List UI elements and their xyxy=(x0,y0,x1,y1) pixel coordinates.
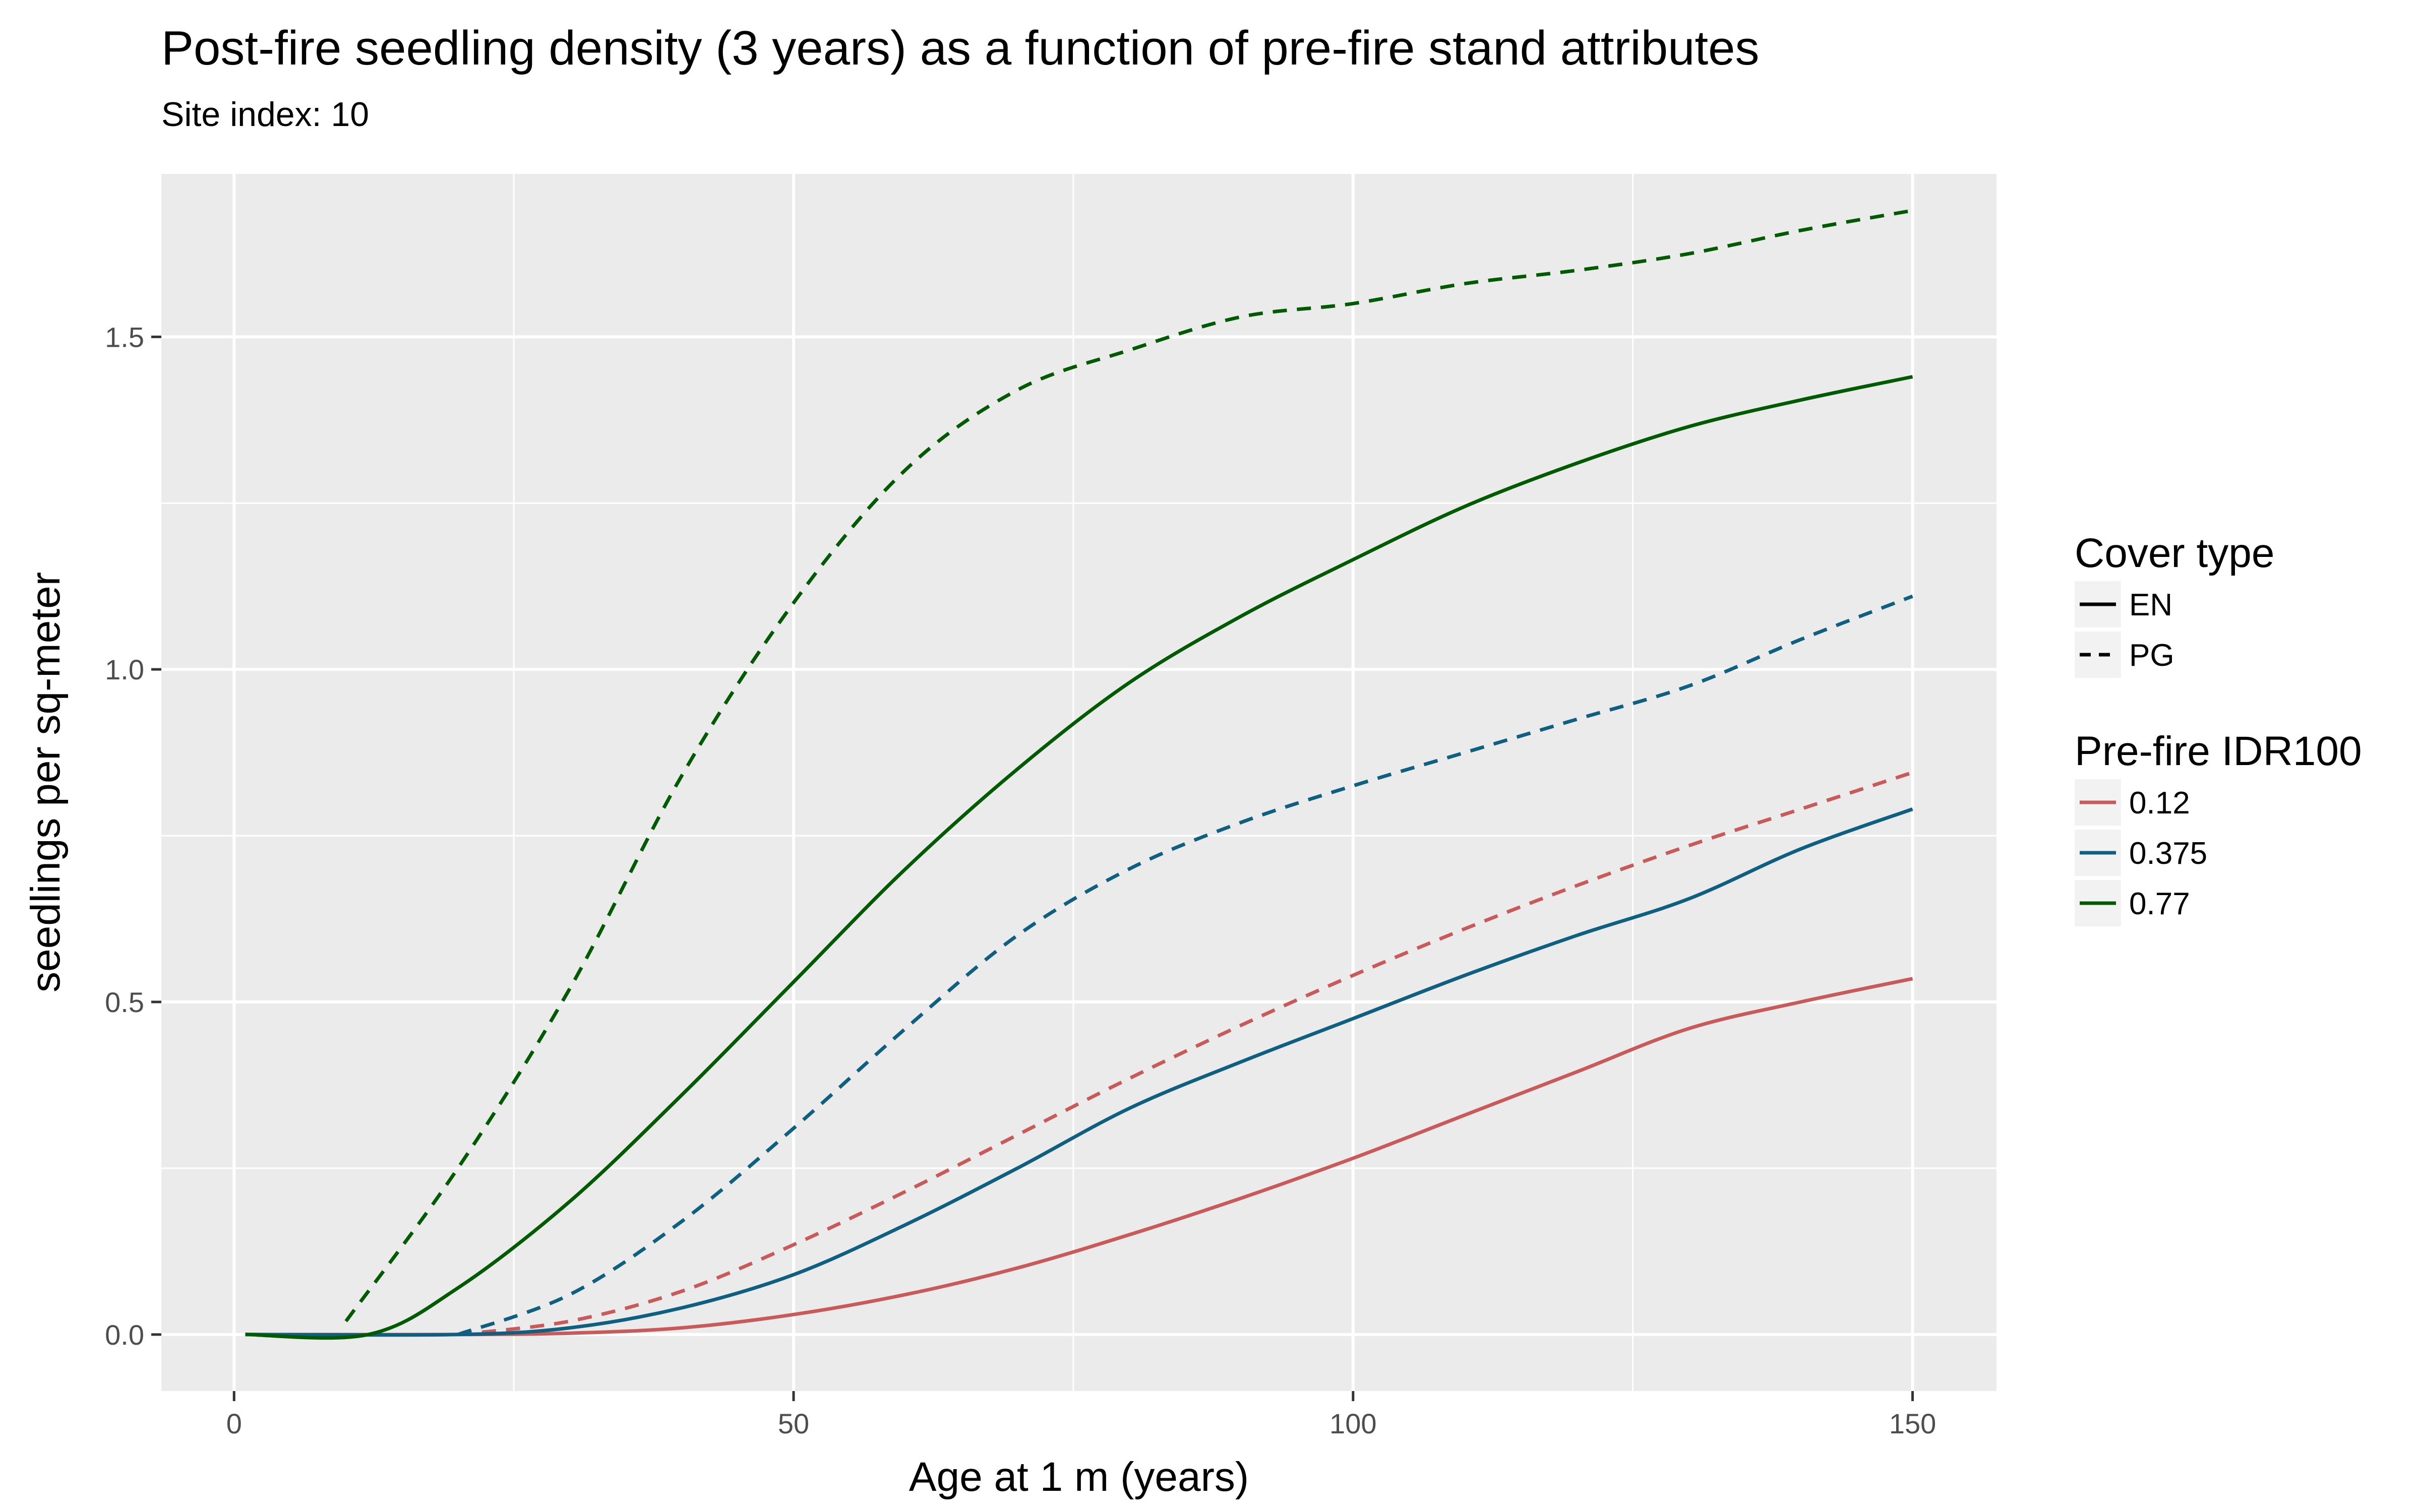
y-axis-title: seedlings per sq-meter xyxy=(23,572,69,992)
series-line-pg-0.77 xyxy=(344,209,1913,1322)
x-tick-label: 100 xyxy=(1329,1408,1376,1439)
plot-panel xyxy=(161,174,1996,1391)
legend-group-2: Pre-fire IDR100 0.12 0.375 0.77 xyxy=(2075,728,2362,926)
y-tick-label: 0.5 xyxy=(105,986,144,1018)
y-axis: 0.0 0.5 1.0 1.5 xyxy=(105,321,161,1351)
legend-title: Pre-fire IDR100 xyxy=(2075,728,2362,774)
series-line-en-0.12 xyxy=(245,977,1913,1337)
y-tick-label: 1.0 xyxy=(105,654,144,685)
legend-label: 0.77 xyxy=(2129,887,2190,921)
series-line-en-0.77 xyxy=(245,375,1913,1340)
y-tick-label: 0.0 xyxy=(105,1319,144,1351)
legend-area: Cover type EN PG Pre-fire IDR100 0.12 0.375 0.… xyxy=(2075,530,2362,926)
legend-label: 0.375 xyxy=(2129,836,2207,871)
x-axis: 0 50 100 150 xyxy=(226,1391,1936,1439)
x-axis-title: Age at 1 m (years) xyxy=(909,1454,1249,1500)
legend-label: EN xyxy=(2129,588,2172,622)
legend-label: 0.12 xyxy=(2129,786,2190,821)
legend-title: Cover type xyxy=(2075,530,2275,576)
x-tick-label: 150 xyxy=(1889,1408,1936,1439)
legend-label: PG xyxy=(2129,638,2174,673)
series-line-pg-0.12 xyxy=(457,771,1913,1337)
x-tick-label: 50 xyxy=(778,1408,809,1439)
x-tick-label: 0 xyxy=(226,1408,242,1439)
series-layer xyxy=(245,209,1913,1340)
chart-subtitle: Site index: 10 xyxy=(161,95,369,134)
y-tick-label: 1.5 xyxy=(105,321,144,353)
legend-group-1: Cover type EN PG xyxy=(2075,530,2275,678)
grid-minor xyxy=(161,174,1996,1391)
series-line-en-0.375 xyxy=(245,807,1913,1337)
series-line-pg-0.375 xyxy=(457,594,1913,1337)
chart-title: Post-fire seedling density (3 years) as … xyxy=(161,21,1760,75)
